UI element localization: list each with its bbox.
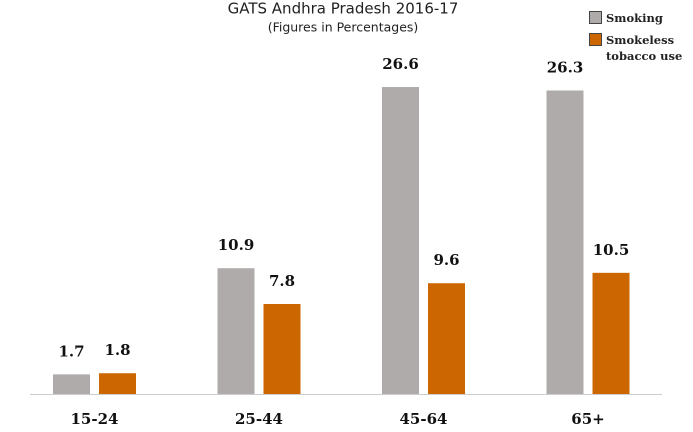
value-label: 9.6 — [433, 251, 459, 269]
bar — [546, 90, 584, 395]
bar — [53, 374, 90, 394]
bar — [592, 272, 630, 394]
bar — [99, 373, 136, 394]
legend: Smoking Smokeless tobacco use — [589, 10, 693, 70]
bar — [263, 303, 301, 394]
legend-swatch — [589, 11, 602, 24]
legend-label: Smoking — [606, 11, 663, 25]
value-label: 26.6 — [382, 55, 419, 73]
x-tick-label: 65+ — [571, 410, 604, 428]
x-tick-label: 15-24 — [71, 410, 119, 428]
value-label: 10.9 — [218, 236, 255, 254]
value-label: 26.3 — [547, 58, 584, 76]
value-label: 1.7 — [58, 342, 84, 360]
chart-subtitle: (Figures in Percentages) — [268, 20, 419, 35]
x-tick-label: 25-44 — [235, 410, 283, 428]
value-label: 7.8 — [269, 272, 295, 290]
value-label: 10.5 — [593, 241, 630, 259]
bar — [428, 283, 465, 394]
chart-title: GATS Andhra Pradesh 2016-17 — [228, 0, 459, 18]
value-label: 1.8 — [104, 341, 130, 359]
legend-item: Smokeless tobacco use — [589, 32, 693, 64]
bar — [382, 87, 419, 394]
bar — [217, 268, 255, 394]
legend-swatch — [589, 33, 602, 46]
x-tick-label: 45-64 — [400, 410, 448, 428]
legend-label: Smokeless tobacco use — [606, 33, 683, 63]
legend-item: Smoking — [589, 10, 693, 26]
